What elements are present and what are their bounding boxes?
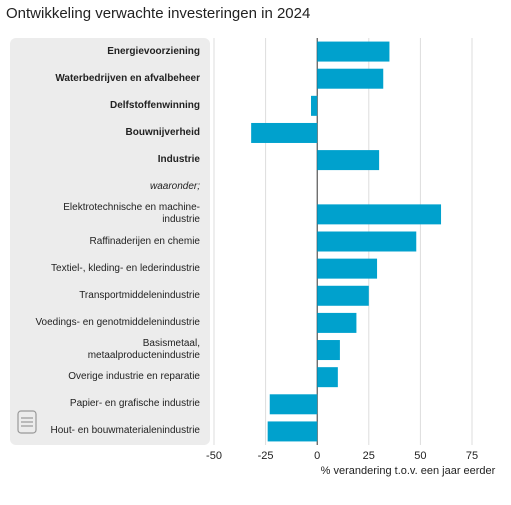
- y-tick-label: Transportmiddelenindustrie: [79, 289, 200, 301]
- y-tick-label: Waterbedrijven en afvalbeheer: [55, 72, 200, 84]
- x-tick-label: 50: [414, 450, 426, 462]
- bar: [317, 285, 369, 306]
- x-tick-label: 25: [363, 450, 375, 462]
- bar: [317, 231, 417, 252]
- x-tick-label: -50: [206, 450, 222, 462]
- y-tick-label: Delfstoffenwinning: [110, 99, 200, 111]
- y-tick-label: Basismetaal, metaalproductenindustrie: [87, 338, 200, 362]
- logo: [17, 410, 37, 434]
- y-tick-label: Industrie: [157, 154, 200, 166]
- bar: [311, 95, 318, 116]
- bar: [317, 312, 357, 333]
- x-tick-label: 0: [314, 450, 320, 462]
- bar: [267, 421, 318, 442]
- x-tick-label: 75: [466, 450, 478, 462]
- bar: [317, 41, 390, 62]
- bar: [317, 204, 442, 225]
- bar: [317, 68, 384, 89]
- bar: [317, 150, 380, 171]
- y-tick-label: Elektrotechnische en machine- industrie: [63, 202, 200, 226]
- y-tick-label: Papier- en grafische industrie: [69, 398, 200, 410]
- y-tick-label: Voedings- en genotmiddelenindustrie: [35, 316, 200, 328]
- bar: [317, 258, 378, 279]
- bar: [251, 122, 318, 143]
- y-tick-label: Energievoorziening: [107, 45, 200, 57]
- bar: [317, 340, 340, 361]
- bar: [269, 394, 318, 415]
- bar: [317, 367, 338, 388]
- x-axis-label: % verandering t.o.v. een jaar eerder: [321, 465, 496, 477]
- y-tick-label: Overige industrie en reparatie: [68, 371, 200, 383]
- x-tick-label: -25: [258, 450, 274, 462]
- label-panel: [10, 38, 210, 445]
- y-tick-label: Bouwnijverheid: [125, 126, 200, 138]
- y-tick-label: Textiel-, kleding- en lederindustrie: [51, 262, 200, 274]
- y-tick-label: Raffinaderijen en chemie: [89, 235, 200, 247]
- chart-title: Ontwikkeling verwachte investeringen in …: [6, 5, 311, 22]
- y-tick-label: Hout- en bouwmaterialenindustrie: [50, 425, 200, 437]
- y-tick-label: waaronder;: [149, 181, 200, 193]
